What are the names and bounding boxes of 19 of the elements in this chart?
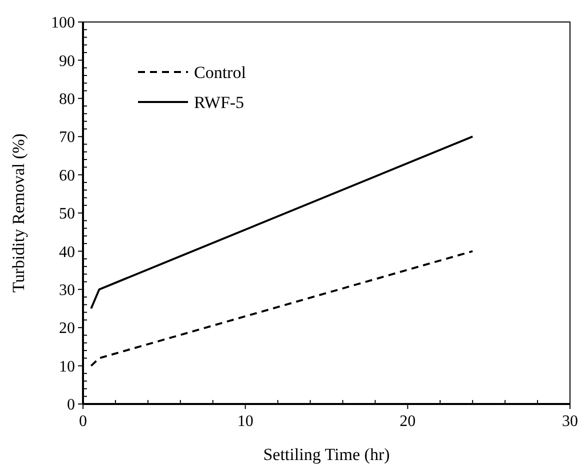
x-tick-label: 10 xyxy=(237,413,254,430)
x-tick-label: 0 xyxy=(79,413,87,430)
y-tick-label: 10 xyxy=(59,358,75,376)
x-axis-title: Settiling Time (hr) xyxy=(263,445,390,464)
y-tick-label: 70 xyxy=(59,129,75,146)
y-axis-title: Turbidity Removal (%) xyxy=(9,134,28,292)
y-tick-label: 100 xyxy=(51,14,75,32)
y-tick-label: 30 xyxy=(59,282,75,299)
legend-label: Control xyxy=(194,62,246,82)
y-tick-label: 50 xyxy=(59,206,75,223)
y-tick-label: 90 xyxy=(59,52,75,70)
y-tick-label: 60 xyxy=(59,167,75,184)
y-tick-label: 40 xyxy=(59,244,75,261)
y-tick-label: 20 xyxy=(59,320,75,338)
x-tick-label: 20 xyxy=(400,413,416,430)
x-tick-label: 30 xyxy=(562,413,578,430)
legend-label: RWF-5 xyxy=(194,92,244,112)
y-tick-label: 80 xyxy=(59,91,75,108)
y-tick-label: 0 xyxy=(67,396,75,414)
